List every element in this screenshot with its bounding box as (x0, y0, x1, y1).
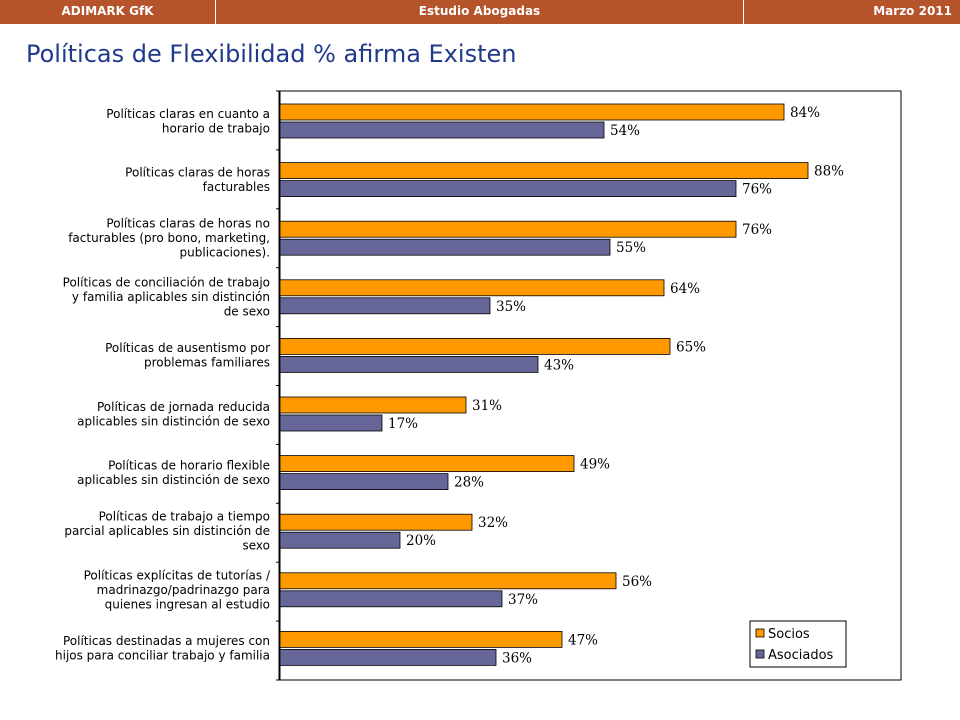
socios-bar (279, 572, 617, 590)
category-label: problemas familiares (144, 356, 270, 370)
socios-legend-swatch (755, 628, 765, 638)
category-label: sexo (243, 539, 271, 553)
asociados-value-label: 35% (496, 299, 526, 315)
socios-bar (279, 455, 575, 473)
category-label: quienes ingresan al estudio (105, 597, 270, 611)
category-label: aplicables sin distinción de sexo (77, 414, 270, 428)
asociados-bar (279, 473, 449, 491)
category-label: y familia aplicables sin distinción (72, 290, 270, 304)
asociados-legend-label: Asociados (768, 648, 834, 663)
category-label: hijos para conciliar trabajo y familia (55, 649, 270, 663)
legend-box (749, 620, 847, 668)
category-label: Políticas explícitas de tutorías / (84, 568, 271, 582)
socios-value-label: 32% (478, 515, 508, 531)
category-label: Políticas de conciliación de trabajo (63, 275, 270, 289)
category-label: facturables (203, 180, 270, 194)
asociados-value-label: 43% (544, 357, 574, 373)
header-date: Marzo 2011 (873, 4, 952, 18)
asociados-value-label: 76% (742, 182, 772, 198)
header-brand: ADIMARK GfK (0, 0, 216, 24)
asociados-bar (279, 531, 401, 549)
socios-value-label: 84% (790, 105, 820, 121)
asociados-value-label: 20% (406, 533, 436, 549)
socios-value-label: 56% (622, 574, 652, 590)
header-bar: ADIMARK GfK Estudio Abogadas Marzo 2011 (0, 0, 960, 24)
socios-bar (279, 513, 473, 531)
socios-bar (279, 162, 809, 180)
asociados-value-label: 17% (388, 416, 418, 432)
category-label: parcial aplicables sin distinción de (64, 524, 270, 538)
asociados-bar (279, 414, 383, 432)
socios-value-label: 65% (676, 339, 706, 355)
asociados-bar (279, 180, 737, 198)
asociados-value-label: 36% (502, 650, 532, 666)
socios-value-label: 31% (472, 398, 502, 414)
asociados-value-label: 28% (454, 475, 484, 491)
category-label: facturables (pro bono, marketing, (68, 231, 270, 245)
category-label: aplicables sin distinción de sexo (77, 473, 270, 487)
page-title: Políticas de Flexibilidad % afirma Exist… (26, 40, 517, 68)
socios-bar (279, 279, 665, 297)
asociados-bar (279, 590, 503, 608)
socios-value-label: 49% (580, 457, 610, 473)
socios-value-label: 88% (814, 164, 844, 180)
asociados-bar (279, 649, 497, 666)
socios-bar (279, 220, 737, 238)
asociados-legend-swatch (755, 649, 765, 659)
socios-bar (279, 631, 563, 648)
header-study-name: Estudio Abogadas (216, 0, 744, 24)
socios-value-label: 64% (670, 281, 700, 297)
category-label: horario de trabajo (162, 121, 270, 135)
category-label: Políticas destinadas a mujeres con (63, 634, 270, 648)
category-label: Políticas claras de horas (125, 165, 270, 179)
socios-value-label: 47% (568, 632, 598, 648)
socios-legend-label: Socios (768, 627, 810, 642)
category-label: Políticas de ausentismo por (105, 341, 270, 355)
category-label: Políticas de horario flexible (108, 458, 270, 472)
category-label: Políticas de jornada reducida (97, 400, 270, 414)
asociados-bar (279, 297, 491, 315)
category-label: madrinazgo/padrinazgo para (97, 583, 270, 597)
category-label: Políticas claras de horas no (106, 217, 270, 231)
asociados-bar (279, 121, 605, 139)
socios-bar (279, 103, 785, 121)
category-label: Políticas de trabajo a tiempo (99, 510, 270, 524)
socios-value-label: 76% (742, 222, 772, 238)
socios-bar (279, 337, 671, 355)
asociados-bar (279, 355, 539, 373)
asociados-value-label: 55% (616, 240, 646, 256)
asociados-value-label: 37% (508, 592, 538, 608)
category-label: publicaciones). (180, 246, 270, 260)
asociados-bar (279, 238, 611, 256)
socios-bar (279, 396, 467, 414)
asociados-value-label: 54% (610, 123, 640, 139)
category-label: de sexo (224, 304, 270, 318)
category-label: Políticas claras en cuanto a (106, 107, 270, 121)
